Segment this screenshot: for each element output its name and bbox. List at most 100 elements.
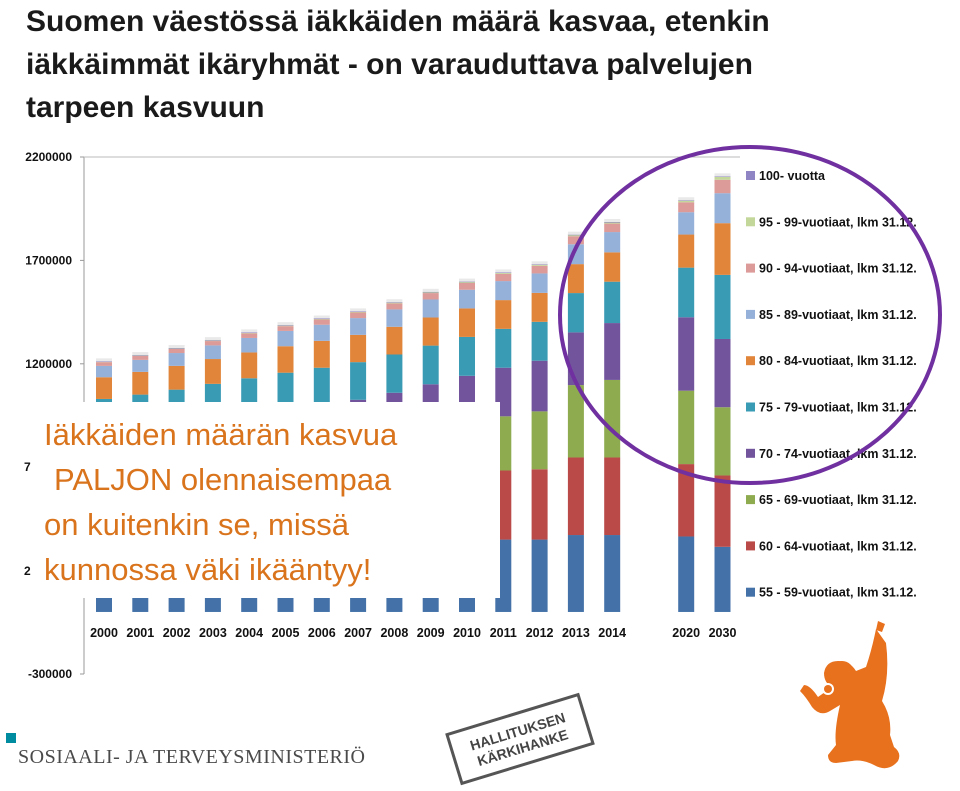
bar-segment [531, 264, 548, 266]
x-tick-label: 2006 [308, 626, 336, 640]
bar-segment [96, 361, 112, 362]
overlay-line: PALJON olennaisempaa [54, 462, 392, 497]
bar-segment [241, 352, 258, 379]
bar-segment [531, 292, 548, 322]
bar-cap [313, 315, 330, 319]
bar-segment [714, 407, 731, 476]
bar-segment [495, 328, 512, 368]
bar-segment [241, 333, 258, 338]
bar-segment [678, 212, 695, 235]
bar-segment [567, 457, 584, 536]
bar-segment [714, 176, 731, 180]
x-tick-label: 2014 [598, 626, 626, 640]
x-tick-label: 2011 [490, 626, 517, 640]
legend-swatch [746, 309, 755, 319]
overlay-message: Iäkkäiden määrän kasvua PALJON olennaise… [44, 412, 504, 592]
bar-segment [678, 200, 695, 201]
bar-segment [350, 334, 367, 363]
x-tick-label: 2001 [126, 626, 154, 640]
legend-swatch [746, 217, 755, 227]
bar-segment [495, 281, 512, 301]
bar-segment [277, 372, 294, 410]
bar-segment [567, 535, 584, 612]
bar-segment [350, 311, 367, 312]
bar-segment [96, 362, 112, 366]
x-tick-label: 2009 [417, 626, 445, 640]
bar-segment [241, 332, 258, 334]
bar-segment [604, 222, 621, 224]
bar-segment [350, 312, 367, 319]
legend-swatch [746, 448, 755, 458]
bar-segment [422, 317, 439, 346]
legend-label: 100- vuotta [759, 169, 826, 183]
bar-segment [459, 282, 475, 290]
bar-segment [604, 232, 621, 253]
bar-segment [678, 317, 695, 391]
bar-segment [604, 223, 621, 233]
bar-segment [714, 338, 731, 408]
bar-cap [604, 218, 621, 222]
legend-label: 80 - 84-vuotiaat, lkm 31.12. [759, 354, 917, 368]
bar-segment [168, 353, 185, 366]
bar-segment [132, 355, 149, 360]
bar-segment [386, 354, 403, 393]
bar-segment [714, 179, 731, 194]
bar-segment [714, 546, 731, 612]
y-tick-label: 1700000 [25, 253, 72, 267]
bar-segment [386, 309, 403, 327]
x-tick-label: 2010 [453, 626, 481, 640]
bar-segment [531, 264, 548, 265]
bar-segment [678, 390, 695, 465]
bar-segment [132, 355, 149, 356]
bar-segment [313, 340, 330, 368]
x-tick-label: 2002 [163, 626, 191, 640]
bar-segment [495, 272, 512, 274]
bar-segment [531, 539, 548, 612]
overlay-line: kunnossa väki ikääntyy! [44, 552, 372, 587]
bar-segment [678, 234, 695, 268]
bar-cap [422, 288, 439, 292]
x-tick-label: 2013 [562, 626, 590, 640]
y-tick-label: 2200000 [25, 150, 72, 164]
bar-segment [204, 341, 221, 346]
x-tick-label: 2012 [526, 626, 554, 640]
x-tick-label: 2003 [199, 626, 227, 640]
bar-segment [714, 193, 731, 224]
legend-label: 95 - 99-vuotiaat, lkm 31.12. [759, 215, 917, 229]
highlight-circle [558, 145, 942, 485]
bar-segment [386, 303, 403, 310]
legend-label: 70 - 74-vuotiaat, lkm 31.12. [759, 447, 917, 461]
title-line: iäkkäimmät ikäryhmät - on varauduttava p… [26, 48, 753, 81]
bar-segment [168, 348, 185, 349]
bar-segment [604, 281, 621, 324]
bar-segment [459, 281, 475, 283]
bar-segment [204, 345, 221, 360]
bar-segment [313, 324, 330, 341]
bar-segment [495, 300, 512, 329]
bar-segment [678, 202, 695, 213]
bar-segment [604, 323, 621, 380]
bar-segment [567, 264, 584, 294]
bar-segment [313, 367, 330, 405]
bar-segment [567, 332, 584, 386]
bar-cap [277, 322, 294, 326]
bar-cap [386, 299, 403, 303]
legend-swatch [746, 263, 755, 273]
legend-swatch [746, 587, 755, 597]
legend-label: 55 - 59-vuotiaat, lkm 31.12. [759, 586, 917, 600]
overlay-panel [30, 402, 500, 598]
bar-segment [604, 252, 621, 282]
bar-segment [678, 267, 695, 318]
bar-cap [714, 173, 731, 177]
y-tick-label: -300000 [28, 667, 72, 681]
bar-segment [531, 411, 548, 470]
bar-segment [531, 360, 548, 412]
bar-segment [495, 273, 512, 282]
bar-segment [386, 302, 403, 304]
bar-segment [277, 326, 294, 331]
bar-segment [132, 371, 149, 395]
slide-title: Suomen väestössä iäkkäiden määrä kasvaa,… [26, 0, 946, 129]
bar-cap [350, 308, 367, 312]
bar-cap [96, 358, 112, 362]
bar-cap [567, 231, 584, 235]
